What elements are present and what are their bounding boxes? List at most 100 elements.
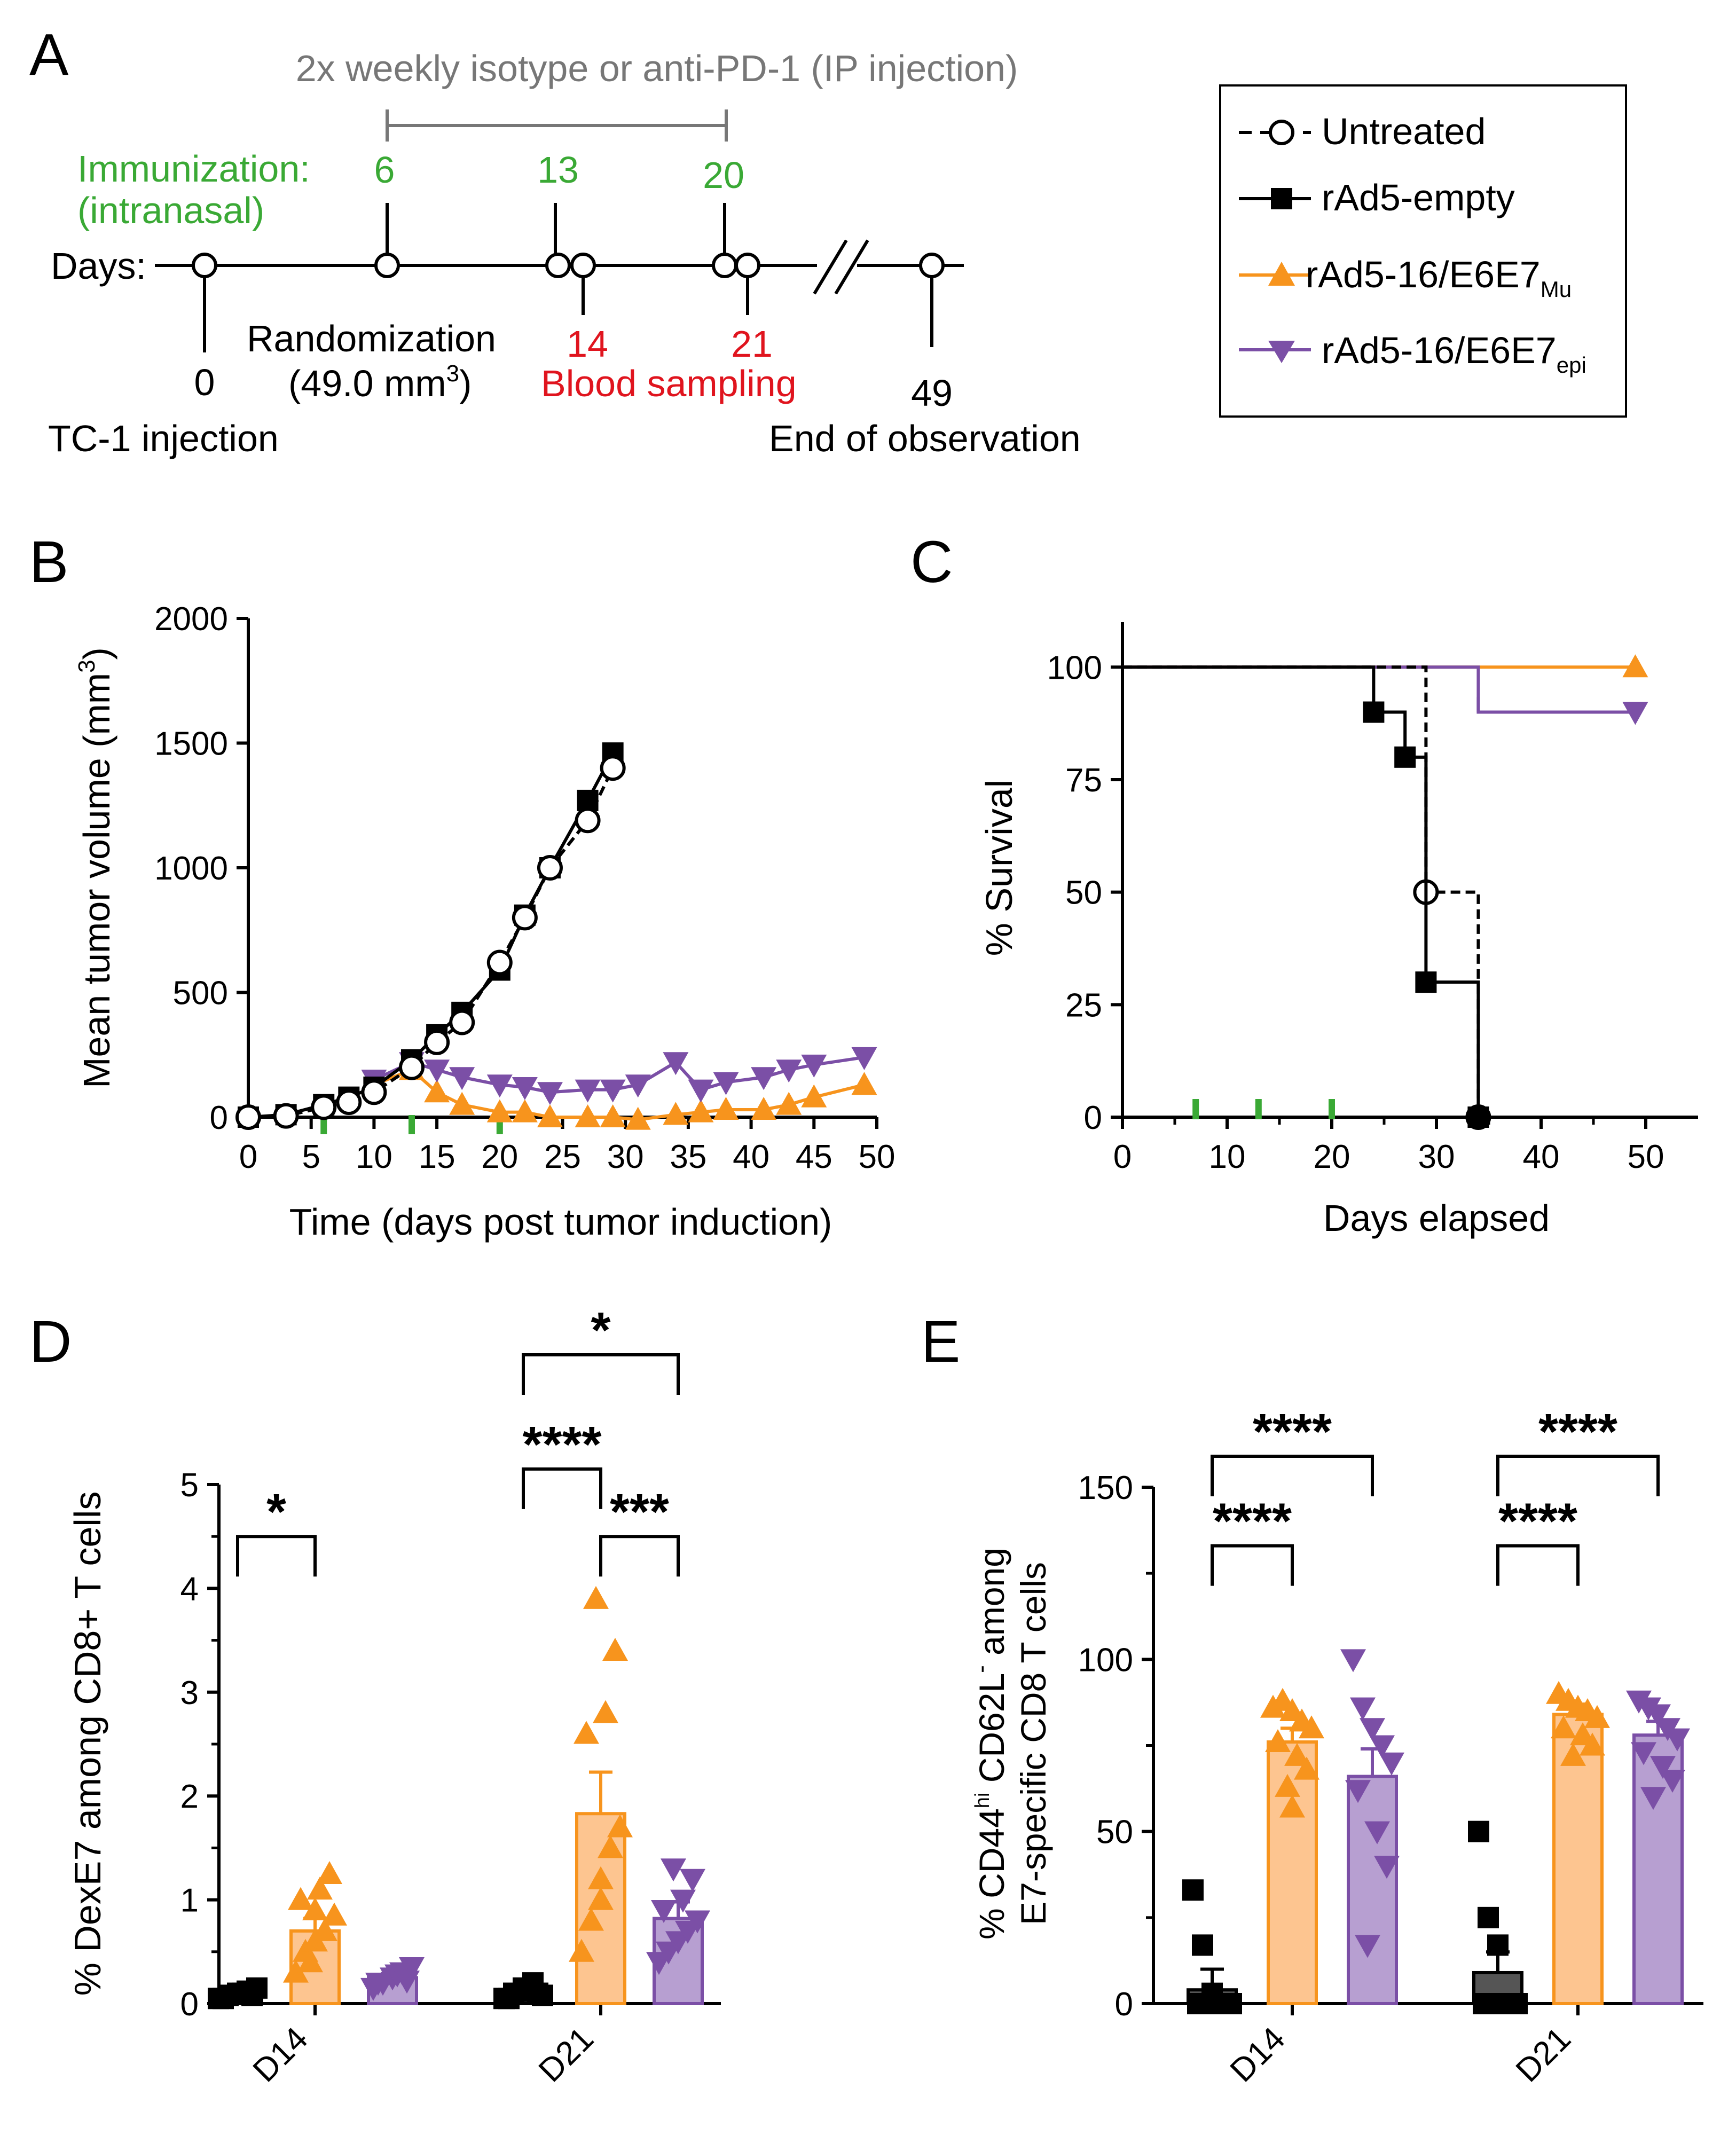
chart-e-ytick-label: 50 bbox=[1096, 1814, 1133, 1851]
chart-c-ytick-label: 50 bbox=[1065, 875, 1102, 912]
chart-d-point-mu bbox=[302, 1897, 328, 1921]
chart-e-point-empty bbox=[1468, 1820, 1489, 1842]
chart-e-significance: **** **** **** **** bbox=[1211, 1403, 1660, 1586]
imm-day-6: 6 bbox=[374, 149, 395, 191]
chart-d-point-mu bbox=[307, 1877, 333, 1900]
chart-b-point-mu bbox=[688, 1099, 714, 1123]
legend-label-mu: rAd5-16/E6E7Mu bbox=[1306, 254, 1572, 302]
panel-label-e: E bbox=[921, 1309, 960, 1375]
chart-d-category-label: D14 bbox=[246, 2020, 315, 2089]
chart-e-point-epi bbox=[1374, 1856, 1400, 1879]
chart-e-ylabel-line1: % CD44hi CD62L- among bbox=[968, 1548, 1011, 1940]
chart-d-ytick-label: 4 bbox=[180, 1571, 199, 1607]
chart-c-xtick-label: 50 bbox=[1628, 1139, 1664, 1175]
chart-c-xtick-label: 30 bbox=[1418, 1139, 1455, 1175]
timeline-panel: 2x weekly isotype or anti-PD-1 (IP injec… bbox=[48, 48, 1081, 459]
chart-e-point-mu bbox=[1584, 1705, 1610, 1728]
legend-label-empty: rAd5-empty bbox=[1322, 177, 1515, 218]
chart-d-axes bbox=[217, 1485, 721, 2005]
chart-b-point-epi bbox=[625, 1074, 651, 1098]
chart-b-point-epi bbox=[486, 1074, 513, 1098]
chart-c-xtick-label: 0 bbox=[1113, 1139, 1132, 1175]
chart-b-point-mu bbox=[663, 1102, 689, 1125]
chart-b-point-untreated bbox=[600, 755, 626, 781]
chart-e-point-mu bbox=[1284, 1742, 1310, 1766]
chart-e-point-empty bbox=[1182, 1879, 1204, 1901]
chart-c-axes bbox=[1121, 622, 1698, 1119]
chart-e-bar-mu bbox=[1267, 1740, 1318, 2005]
chart-b-point-mu bbox=[713, 1096, 739, 1120]
legend-label-untreated: Untreated bbox=[1322, 111, 1486, 152]
chart-e-point-epi bbox=[1355, 1935, 1380, 1958]
chart-e-point-epi bbox=[1364, 1821, 1390, 1844]
chart-e-point-mu bbox=[1265, 1729, 1291, 1753]
days-label: Days: bbox=[51, 245, 146, 287]
chart-e-point-epi bbox=[1360, 1718, 1385, 1741]
chart-b-point-mu bbox=[751, 1096, 777, 1120]
significance-label: **** bbox=[523, 1416, 602, 1473]
chart-e-point-epi bbox=[1340, 1649, 1366, 1673]
chart-b-point-mu bbox=[449, 1092, 475, 1115]
chart-e-point-empty bbox=[1473, 1993, 1494, 2014]
chart-b-point-epi bbox=[751, 1067, 777, 1090]
chart-d-point-epi bbox=[685, 1910, 710, 1934]
chart-e-bar-epi bbox=[1347, 1775, 1398, 2006]
chart-c-point-empty bbox=[1363, 701, 1385, 723]
chart-d-bars bbox=[212, 1770, 704, 2006]
chart-b-xlabel: Time (days post tumor induction) bbox=[289, 1201, 832, 1243]
chart-b-series bbox=[235, 742, 877, 1130]
timeline-marker-day13 bbox=[545, 253, 571, 278]
chart-d-ytick-label: 2 bbox=[180, 1778, 199, 1815]
chart-d-point-mu bbox=[321, 1902, 347, 1926]
chart-e-point-mu bbox=[1275, 1773, 1300, 1797]
significance-label: * bbox=[591, 1302, 611, 1359]
chart-c-xtick-label: 20 bbox=[1314, 1139, 1350, 1175]
chart-e-point-epi bbox=[1631, 1742, 1656, 1765]
chart-b-point-mu bbox=[851, 1072, 877, 1095]
chart-d-point-epi bbox=[651, 1900, 677, 1924]
chart-b-xtick-label: 35 bbox=[670, 1139, 706, 1175]
randomization-label: Randomization bbox=[247, 318, 496, 359]
chart-b-ytick-label: 0 bbox=[210, 1100, 228, 1136]
chart-d-points bbox=[208, 1585, 710, 2010]
immunization-route: (intranasal) bbox=[77, 190, 264, 231]
chart-e-point-empty bbox=[1478, 1906, 1499, 1928]
chart-b-point-epi bbox=[776, 1059, 802, 1083]
chart-d-point-epi bbox=[394, 1971, 420, 1994]
chart-d-point-empty bbox=[527, 1982, 548, 2004]
chart-b-point-mu bbox=[512, 1099, 538, 1123]
chart-e-point-mu bbox=[1580, 1732, 1605, 1756]
day-49-label: 49 bbox=[911, 372, 953, 414]
timeline-markers bbox=[192, 253, 945, 278]
legend-marker-triangle-up bbox=[1268, 262, 1295, 286]
chart-b-point-mu bbox=[776, 1092, 802, 1115]
chart-c-xlabel: Days elapsed bbox=[1323, 1197, 1550, 1239]
randomization-volume: (49.0 mm3) bbox=[288, 360, 472, 404]
timeline-marker-day49 bbox=[919, 253, 945, 278]
chart-d-point-mu bbox=[588, 1887, 614, 1910]
timeline-marker-day14 bbox=[570, 253, 596, 278]
legend-marker-triangle-down bbox=[1268, 341, 1295, 363]
chart-e-point-epi bbox=[1650, 1756, 1676, 1779]
chart-e-point-epi bbox=[1379, 1752, 1404, 1776]
chart-b-xtick-label: 25 bbox=[544, 1139, 581, 1175]
chart-b-point-mu bbox=[486, 1099, 513, 1123]
timeline-axis bbox=[155, 203, 964, 352]
timeline-marker-day21 bbox=[735, 253, 760, 278]
significance-label: **** bbox=[1538, 1403, 1617, 1460]
chart-e-category-label: D21 bbox=[1509, 2020, 1578, 2089]
chart-e-ytick-label: 100 bbox=[1078, 1642, 1133, 1678]
chart-b-point-untreated bbox=[361, 1079, 387, 1105]
chart-b-ytick-label: 1500 bbox=[154, 726, 228, 763]
timeline-marker-day20 bbox=[712, 253, 737, 278]
chart-e-point-empty bbox=[1187, 1993, 1208, 2014]
chart-d-point-mu bbox=[288, 1887, 313, 1910]
chart-c-ylabel: % Survival bbox=[978, 780, 1020, 956]
chart-b-xtick-label: 45 bbox=[796, 1139, 832, 1175]
chart-d-significance: ********* bbox=[236, 1302, 680, 1577]
legend: Untreated rAd5-empty rAd5-16/E6E7Mu rAd5… bbox=[1219, 84, 1627, 418]
significance-label: *** bbox=[610, 1483, 669, 1540]
chart-d-ylabel: % DexE7 among CD8+ T cells bbox=[67, 1492, 108, 1996]
chart-e-point-mu bbox=[1560, 1742, 1586, 1766]
